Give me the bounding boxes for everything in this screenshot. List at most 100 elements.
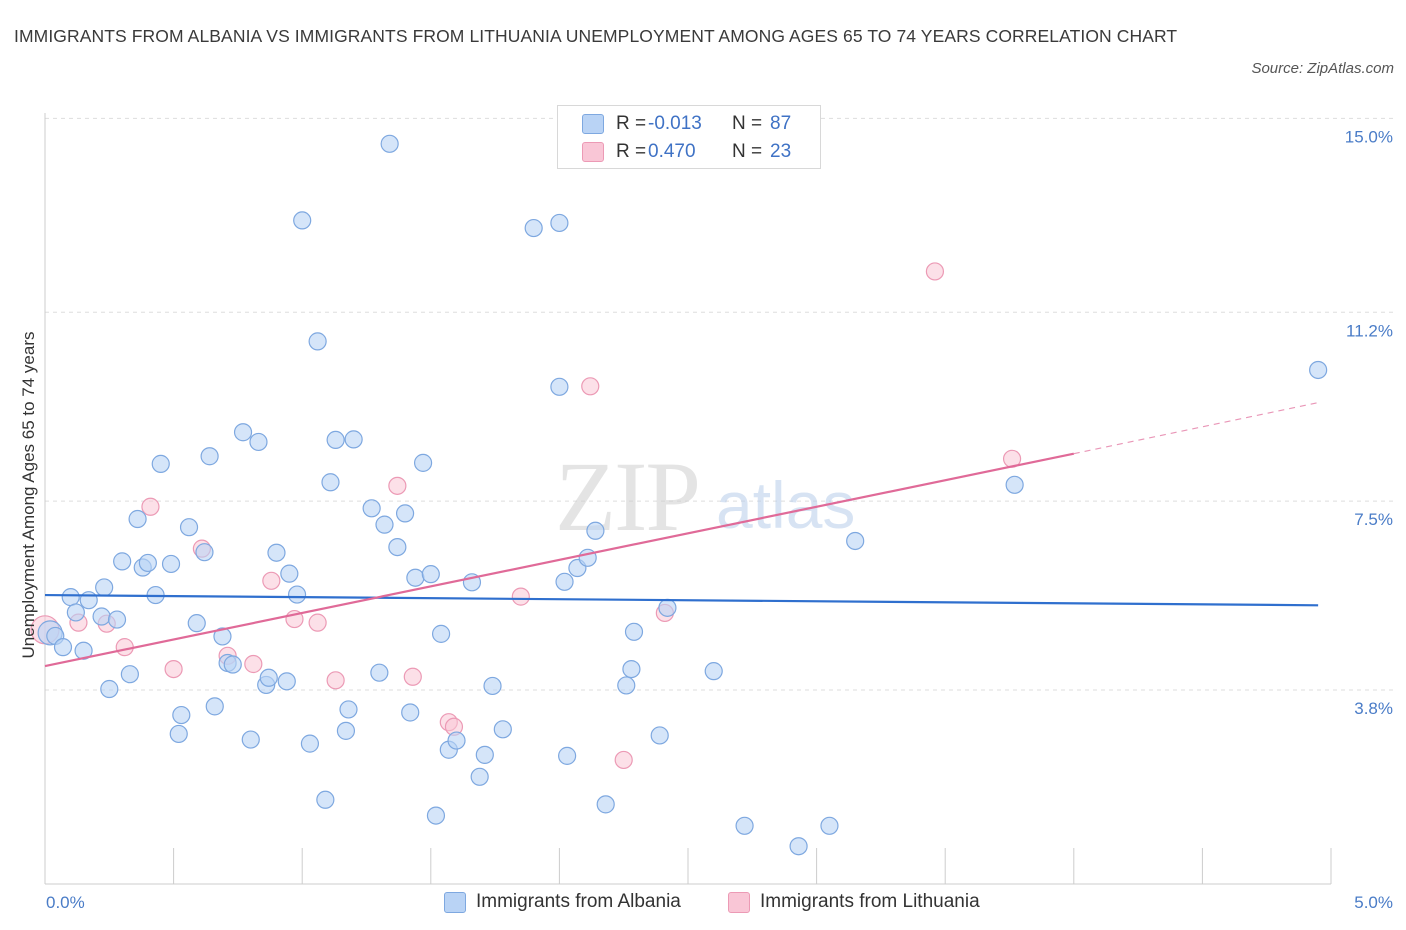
albania-point — [380, 134, 399, 153]
albania-point — [622, 659, 641, 679]
albania-point — [470, 767, 489, 786]
y-tick-label: 3.8% — [1354, 699, 1393, 718]
albania-point — [53, 638, 73, 657]
albania-point — [200, 447, 219, 466]
lithuania-r-label: R = — [616, 141, 647, 162]
albania-n-value: 87 — [770, 113, 792, 134]
albania-point — [447, 731, 466, 750]
albania-point — [362, 499, 381, 518]
albania-point — [151, 454, 170, 473]
albania-point — [339, 700, 358, 719]
albania-point — [120, 665, 139, 684]
albania-point — [205, 697, 224, 716]
albania-point — [586, 521, 605, 540]
albania-point — [267, 543, 286, 562]
lithuania-point — [403, 667, 422, 686]
albania-point — [293, 211, 312, 230]
albania-point — [493, 720, 512, 739]
albania-point — [820, 816, 839, 835]
albania-point — [113, 552, 132, 571]
lithuania-point — [308, 613, 327, 632]
albania-point — [550, 213, 569, 233]
albania-point — [277, 672, 296, 691]
albania-point — [550, 377, 569, 396]
lithuania-points — [30, 262, 1022, 770]
albania-point — [1309, 360, 1328, 380]
svg-text:ZIP: ZIP — [555, 441, 699, 552]
y-axis-label: Unemployment Among Ages 65 to 74 years — [19, 332, 38, 659]
albania-point — [61, 588, 80, 607]
albania-point — [316, 790, 335, 809]
lithuania-point — [164, 659, 183, 679]
y-tick-label: 15.0% — [1345, 127, 1393, 146]
lithuania-legend-swatch — [728, 892, 750, 913]
albania-point — [388, 537, 407, 557]
svg-text:atlas: atlas — [716, 468, 855, 542]
albania-point — [650, 726, 669, 745]
correlation-legend: R = -0.013 N = 87 R = 0.470 N = 23 — [557, 105, 821, 169]
albania-point — [161, 554, 181, 574]
albania-point — [326, 430, 345, 450]
albania-point — [79, 591, 98, 610]
albania-point — [617, 676, 636, 695]
albania-point — [138, 553, 157, 573]
albania-point — [789, 837, 808, 856]
trend-lines — [44, 402, 1319, 668]
chart-title: IMMIGRANTS FROM ALBANIA VS IMMIGRANTS FR… — [14, 26, 1178, 46]
albania-point — [344, 430, 363, 449]
albania-point — [308, 332, 327, 351]
albania-point — [401, 703, 420, 722]
legend-item-lithuania: Immigrants from Lithuania — [728, 888, 1018, 916]
albania-point — [172, 705, 191, 725]
lithuania-point — [244, 654, 263, 674]
albania-point — [179, 518, 199, 537]
lithuania-point — [141, 497, 160, 516]
albania-point — [395, 504, 415, 523]
tick-labels: 3.8% 7.5% 11.2% 15.0% 0.0% 5.0% — [46, 127, 1393, 912]
albania-point — [370, 663, 389, 682]
lithuania-point — [614, 750, 633, 770]
albania-point — [321, 473, 340, 492]
albania-point — [300, 734, 320, 753]
y-tick-label: 11.2% — [1346, 321, 1393, 340]
albania-swatch — [582, 114, 604, 134]
albania-point — [187, 614, 206, 633]
albania-point — [735, 816, 754, 835]
lithuania-n-label: N = — [732, 141, 763, 162]
albania-point — [233, 423, 253, 442]
lithuania-r-value: 0.470 — [648, 141, 696, 162]
albania-trend-line — [44, 593, 1319, 607]
albania-point — [658, 598, 677, 617]
albania-point — [66, 603, 85, 622]
albania-point — [107, 610, 127, 629]
albania-legend-label: Immigrants from Albania — [476, 891, 681, 912]
albania-point — [195, 543, 214, 562]
albania-point — [596, 795, 615, 814]
albania-point — [100, 679, 119, 699]
albania-point — [413, 453, 433, 472]
albania-point — [431, 624, 451, 643]
lithuania-point — [511, 587, 530, 606]
albania-point — [241, 730, 260, 749]
lithuania-point — [581, 377, 600, 396]
watermark: ZIP atlas — [555, 441, 855, 552]
source-label: Source: ZipAtlas.com — [1251, 60, 1394, 77]
albania-point — [249, 432, 268, 452]
lithuania-point — [925, 262, 945, 281]
albania-point — [92, 607, 111, 626]
lithuania-swatch — [582, 142, 604, 162]
albania-point — [558, 746, 577, 765]
albania-point — [259, 668, 278, 687]
lithuania-point — [262, 571, 281, 590]
albania-point — [336, 721, 356, 740]
albania-point — [280, 564, 299, 583]
x-tick-label: 0.0% — [46, 893, 85, 912]
axes — [44, 113, 1332, 885]
albania-point — [421, 565, 440, 584]
lithuania-trend-line — [44, 452, 1075, 668]
albania-point — [375, 515, 394, 534]
albania-point — [287, 585, 307, 604]
albania-point — [1005, 475, 1024, 494]
albania-point — [624, 622, 644, 641]
albania-point — [169, 724, 188, 744]
